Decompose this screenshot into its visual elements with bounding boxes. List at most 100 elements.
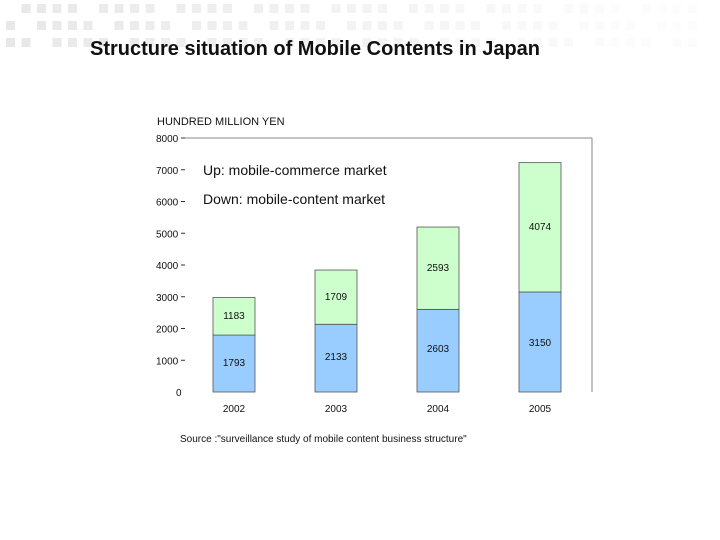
decor-square — [347, 4, 356, 13]
decor-square — [595, 21, 604, 30]
decor-square — [517, 21, 527, 30]
decor-square — [52, 4, 62, 13]
decor-square — [145, 4, 155, 13]
decor-square — [440, 21, 449, 30]
decor-square — [83, 38, 93, 47]
decor-square — [579, 21, 589, 30]
decor-square — [316, 21, 325, 30]
decor-square — [564, 4, 573, 13]
decor-square — [114, 21, 124, 30]
decor-square — [207, 38, 217, 47]
decor-square — [657, 4, 666, 13]
decor-square — [192, 21, 201, 30]
decor-square — [176, 38, 186, 47]
decor-square — [610, 21, 620, 30]
decor-square — [378, 21, 387, 30]
decor-square — [378, 4, 387, 13]
decor-square — [37, 4, 46, 13]
decor-square — [6, 38, 15, 47]
decor-square — [409, 38, 418, 47]
data-label-content-2004: 2603 — [427, 344, 450, 355]
decor-square — [130, 21, 139, 30]
decor-square — [533, 4, 542, 13]
decor-square — [595, 4, 604, 13]
decor-square — [68, 38, 77, 47]
decor-square — [502, 4, 511, 13]
decor-square — [564, 38, 573, 47]
decor-square — [641, 4, 651, 13]
y-tick-label: 1000 — [156, 356, 179, 367]
decor-square — [579, 4, 589, 13]
y-tick-label: 5000 — [156, 229, 179, 240]
decor-square — [238, 38, 248, 47]
bar-content-2002 — [212, 334, 256, 393]
x-tick-label-2002: 2002 — [223, 404, 246, 415]
decor-square — [269, 21, 279, 30]
decor-square — [362, 4, 372, 13]
decor-square — [455, 38, 465, 47]
decor-square — [99, 4, 108, 13]
y-tick-label: 7000 — [156, 166, 179, 177]
bar-content-2005 — [518, 291, 562, 393]
decor-square — [688, 38, 697, 47]
decor-square — [533, 21, 542, 30]
y-tick-label: 0 — [176, 388, 182, 399]
decor-square — [502, 21, 511, 30]
note-down-label: Down: mobile-content market — [203, 191, 386, 207]
x-tick-label-2004: 2004 — [427, 404, 450, 415]
bar-commerce-2005 — [518, 162, 562, 293]
decor-square — [610, 4, 620, 13]
decor-square — [68, 21, 77, 30]
decor-square — [6, 21, 15, 30]
decorative-squares-pattern — [6, 4, 697, 47]
decor-square — [424, 21, 434, 30]
decor-square — [52, 38, 62, 47]
bar-content-2004 — [416, 308, 460, 393]
data-label-commerce-2004: 2593 — [427, 263, 450, 274]
decor-square — [21, 4, 31, 13]
decor-square — [347, 21, 356, 30]
decor-square — [285, 4, 294, 13]
y-tick-label: 3000 — [156, 293, 179, 304]
decor-square — [393, 38, 403, 47]
decor-square — [657, 21, 666, 30]
y-tick-label: 4000 — [156, 261, 179, 272]
decor-square — [130, 38, 139, 47]
decor-square — [21, 38, 31, 47]
decor-square — [610, 38, 620, 47]
decor-square — [52, 21, 62, 30]
page-title: Structure situation of Mobile Contents i… — [90, 38, 541, 60]
data-label-content-2005: 3150 — [529, 338, 552, 349]
decor-square — [440, 38, 449, 47]
decor-square — [393, 21, 403, 30]
decor-square — [641, 38, 651, 47]
decor-square — [424, 4, 434, 13]
decor-square — [672, 4, 682, 13]
decor-square — [331, 4, 341, 13]
decor-square — [455, 4, 465, 13]
decor-square — [223, 4, 232, 13]
decor-square — [595, 38, 604, 47]
decor-square — [68, 4, 77, 13]
decor-square — [626, 21, 635, 30]
bar-commerce-2004 — [416, 226, 460, 310]
decor-square — [145, 38, 155, 47]
decor-square — [130, 4, 139, 13]
data-label-commerce-2005: 4074 — [529, 222, 552, 233]
bar-commerce-2002 — [212, 297, 256, 336]
decor-square — [223, 21, 232, 30]
decor-square — [548, 38, 558, 47]
decor-square — [114, 4, 124, 13]
decor-square — [254, 4, 263, 13]
source-caption: Source :"surveillance study of mobile co… — [180, 434, 467, 445]
decor-square — [207, 4, 217, 13]
decor-square — [533, 38, 542, 47]
decor-square — [688, 4, 697, 13]
decor-square — [331, 38, 341, 47]
decor-square — [486, 38, 496, 47]
decor-square — [285, 21, 294, 30]
decor-square — [455, 21, 465, 30]
x-tick-label-2005: 2005 — [529, 404, 552, 415]
decor-square — [300, 4, 310, 13]
decor-square — [688, 21, 697, 30]
